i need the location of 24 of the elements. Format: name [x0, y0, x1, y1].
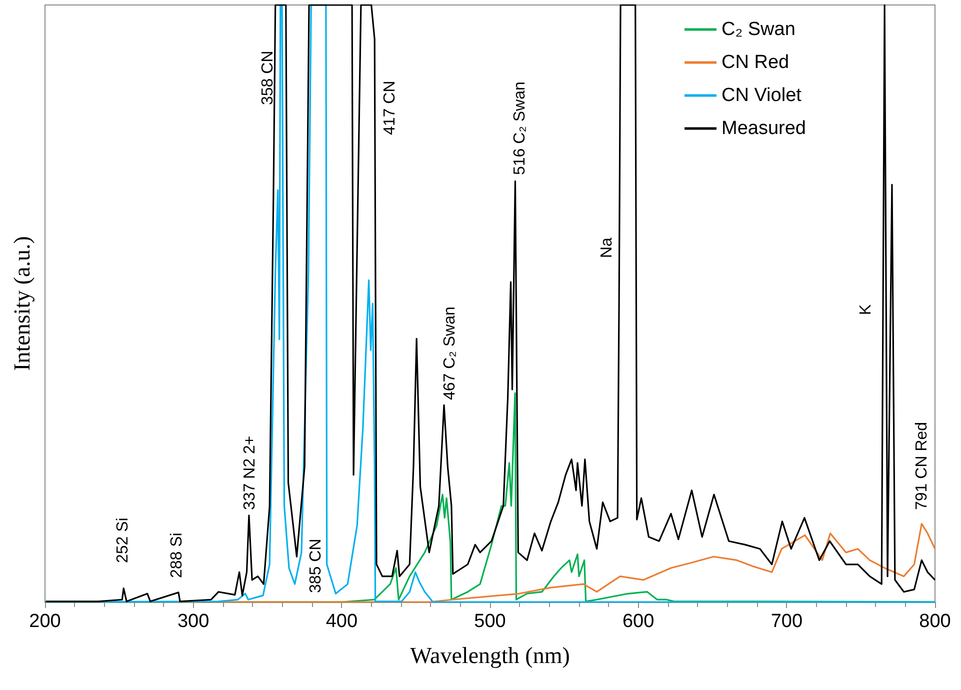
annotation: K: [858, 304, 874, 315]
x-tick-label: 700: [770, 611, 803, 632]
annotation: 252 Si: [114, 518, 132, 563]
legend-label: CN Violet: [722, 85, 802, 106]
legend-label: Measured: [722, 118, 806, 139]
annotation: 385 CN: [308, 538, 324, 593]
y-axis-title: Intensity (a.u.): [10, 236, 34, 371]
x-tick-label: 200: [29, 611, 61, 632]
annotation: 516 C₂ Swan: [512, 82, 528, 175]
annotation: Na: [598, 237, 616, 258]
x-tick-label: 800: [919, 611, 951, 632]
x-tick-label: 500: [474, 611, 506, 632]
annotation: 337 N2 2+: [242, 436, 258, 510]
annotation: 288 Si: [168, 532, 186, 578]
x-tick-label: 600: [622, 611, 654, 632]
x-tick-label: 400: [326, 611, 358, 632]
annotation: 467 C₂ Swan: [442, 306, 458, 400]
annotation: 358 CN: [260, 50, 276, 105]
legend-label: C₂ Swan: [722, 19, 796, 40]
annotation: 417 CN: [382, 80, 398, 135]
legend-label: CN Red: [722, 52, 790, 73]
x-tick-label: 300: [177, 611, 210, 632]
x-axis-title: Wavelength (nm): [410, 643, 570, 668]
annotation: 791 CN Red: [914, 422, 930, 510]
